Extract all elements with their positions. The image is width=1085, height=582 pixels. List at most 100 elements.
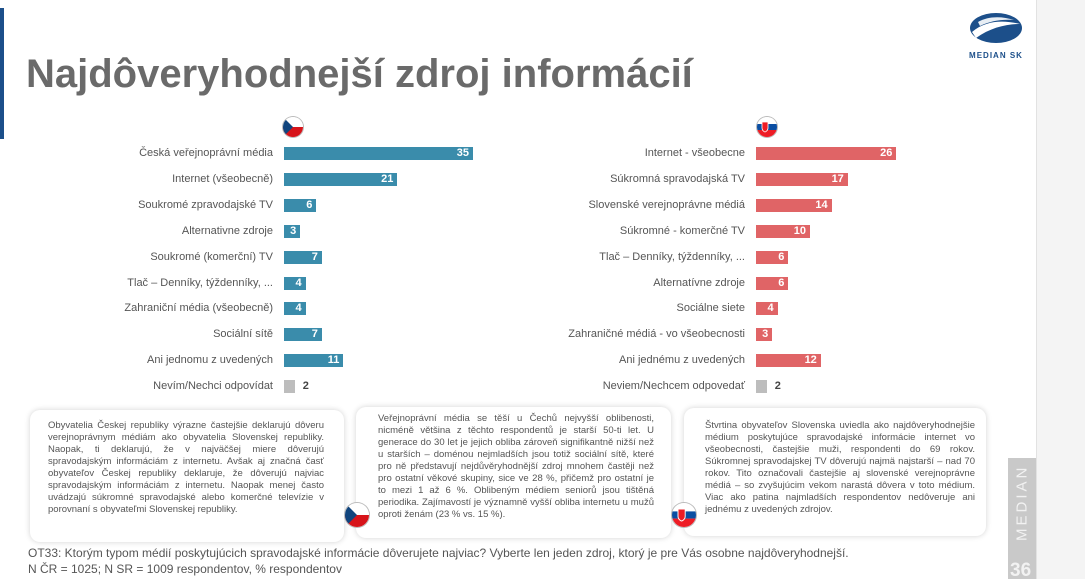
right-commentary-text: Štvrtina obyvateľov Slovenska uviedla ak…: [705, 420, 975, 515]
bar: [756, 172, 848, 186]
bar: [756, 354, 821, 368]
left-accent-bar: [0, 8, 4, 139]
chart-row: Internet - všeobecne 26: [0, 146, 1085, 162]
chart-row: Nevím/Nechci odpovídat 2: [0, 379, 1085, 395]
bar-value: 21: [381, 172, 394, 185]
middle-commentary-text: Veřejnoprávní média se těší u Čechů nejv…: [378, 413, 654, 520]
bar-label: Zahraničné médiá - vo všeobecnosti: [568, 328, 745, 341]
median-logo: MEDIAN SK: [966, 12, 1026, 60]
bar-label: Ani jednému z uvedených: [619, 354, 745, 367]
right-commentary-box: Štvrtina obyvateľov Slovenska uviedla ak…: [684, 408, 986, 536]
bar-label: Slovenské verejnoprávne médiá: [588, 198, 745, 211]
chart-row: Zahraniční média (všeobecně) 4: [0, 301, 1085, 317]
bar: [756, 224, 810, 238]
page-title: Najdôveryhodnejší zdroj informácií: [26, 52, 693, 96]
bar-value: 4: [295, 302, 302, 315]
chart-row: Súkromné - komerčné TV 10: [0, 224, 1085, 240]
bar-label: Sociální sítě: [213, 328, 273, 341]
left-commentary-box: Obyvatelia Českej republiky výrazne čast…: [30, 410, 344, 542]
page-number: 36: [1010, 560, 1032, 581]
chart-row: Alternativne zdroje 3: [0, 224, 1085, 240]
chart-row: Sociální sítě 7: [0, 327, 1085, 343]
bar: [284, 328, 322, 342]
bar-value: 35: [456, 147, 469, 159]
bar-value: 6: [778, 250, 785, 263]
bar-label: Internet (všeobecně): [172, 172, 273, 185]
side-tab: [1008, 458, 1036, 579]
slovak-flag-icon: [672, 503, 696, 527]
bar-label: Tlač – Denníky, týždenníky, ...: [127, 276, 273, 289]
bar: [284, 172, 398, 186]
bar-label: Tlač – Denníky, týždenníky, ...: [599, 250, 745, 263]
side-label: MEDIAN: [1013, 464, 1031, 542]
bar-value: 10: [793, 224, 806, 237]
bar: [284, 380, 295, 394]
bar-label: Internet - všeobecne: [644, 147, 745, 159]
chart-row: Ani jednomu z uvedených 11: [0, 353, 1085, 369]
bar: [284, 276, 306, 290]
chart-row: Internet (všeobecně) 21: [0, 172, 1085, 188]
chart-row: Tlač – Denníky, týždenníky, ... 4: [0, 276, 1085, 292]
bar-value: 3: [762, 328, 769, 341]
bar-label: Súkromná spravodajská TV: [610, 172, 745, 185]
bar: [284, 224, 301, 238]
bar-value: 11: [327, 354, 340, 367]
bar-label: Ani jednomu z uvedených: [147, 354, 273, 367]
bar-value: 12: [804, 354, 817, 367]
left-commentary-text: Obyvatelia Českej republiky výrazne čast…: [48, 420, 324, 515]
bar: [756, 380, 767, 394]
bar-value: 6: [778, 276, 785, 289]
bar-label: Neviem/Nechcem odpovedať: [602, 380, 745, 393]
bar-label: Sociálne siete: [676, 302, 746, 315]
bar-label: Soukromé (komerční) TV: [150, 250, 273, 263]
chart-row: Soukromé (komerční) TV 7: [0, 250, 1085, 266]
chart-row: Súkromná spravodajská TV 17: [0, 172, 1085, 188]
logo-text: MEDIAN SK: [969, 51, 1023, 60]
bar-value: 26: [880, 147, 893, 159]
chart-row: Ani jednému z uvedených 12: [0, 353, 1085, 369]
chart-row: Soukromé zpravodajské TV 6: [0, 198, 1085, 214]
bar-label: Nevím/Nechci odpovídat: [153, 380, 273, 393]
bar: [756, 198, 832, 212]
bar-value: 2: [302, 380, 309, 393]
bar-label: Súkromné - komerčné TV: [619, 224, 745, 237]
chart-row: Slovenské verejnoprávne médiá 14: [0, 198, 1085, 214]
bar-label: Alternatívne zdroje: [653, 276, 745, 289]
chart-row: Česká veřejnoprávní média 35: [0, 146, 1085, 162]
survey-question: OT33: Ktorým typom médií poskytujúcich s…: [28, 546, 849, 560]
bar-value: 14: [815, 198, 828, 211]
bar-value: 3: [290, 224, 297, 237]
bar-label: Zahraniční média (všeobecně): [124, 302, 273, 315]
chart-row: Sociálne siete 4: [0, 301, 1085, 317]
chart-row: Alternatívne zdroje 6: [0, 276, 1085, 292]
bar: [756, 328, 773, 342]
bar: [284, 147, 473, 160]
bar-value: 17: [831, 172, 844, 185]
sample-size: N ČR = 1025; N SR = 1009 respondentov, %…: [28, 562, 342, 576]
czech-flag-icon: [345, 503, 369, 527]
bar: [756, 302, 778, 316]
chart-row: Tlač – Denníky, týždenníky, ... 6: [0, 250, 1085, 266]
bar-value: 6: [306, 198, 313, 211]
bar-label: Soukromé zpravodajské TV: [138, 198, 273, 211]
bar-value: 7: [311, 250, 318, 263]
bar-value: 4: [295, 276, 302, 289]
bar: [756, 147, 897, 160]
slovak-flag-icon: [757, 117, 777, 137]
bar: [284, 250, 322, 264]
bar: [756, 250, 789, 264]
bar: [284, 198, 317, 212]
bar-value: 2: [774, 380, 781, 393]
bar-value: 7: [311, 328, 318, 341]
middle-commentary-box: Veřejnoprávní média se těší u Čechů nejv…: [356, 407, 671, 538]
bar-label: Alternativne zdroje: [181, 224, 273, 237]
czech-flag-icon: [283, 117, 303, 137]
bar: [756, 276, 789, 290]
bar-value: 4: [767, 302, 774, 315]
bar-label: Česká veřejnoprávní média: [139, 147, 273, 159]
median-logo-icon: [970, 13, 1022, 43]
chart-row: Zahraničné médiá - vo všeobecnosti 3: [0, 327, 1085, 343]
right-side-strip: [1036, 0, 1085, 579]
bar: [284, 354, 344, 368]
chart-row: Neviem/Nechcem odpovedať 2: [0, 379, 1085, 395]
